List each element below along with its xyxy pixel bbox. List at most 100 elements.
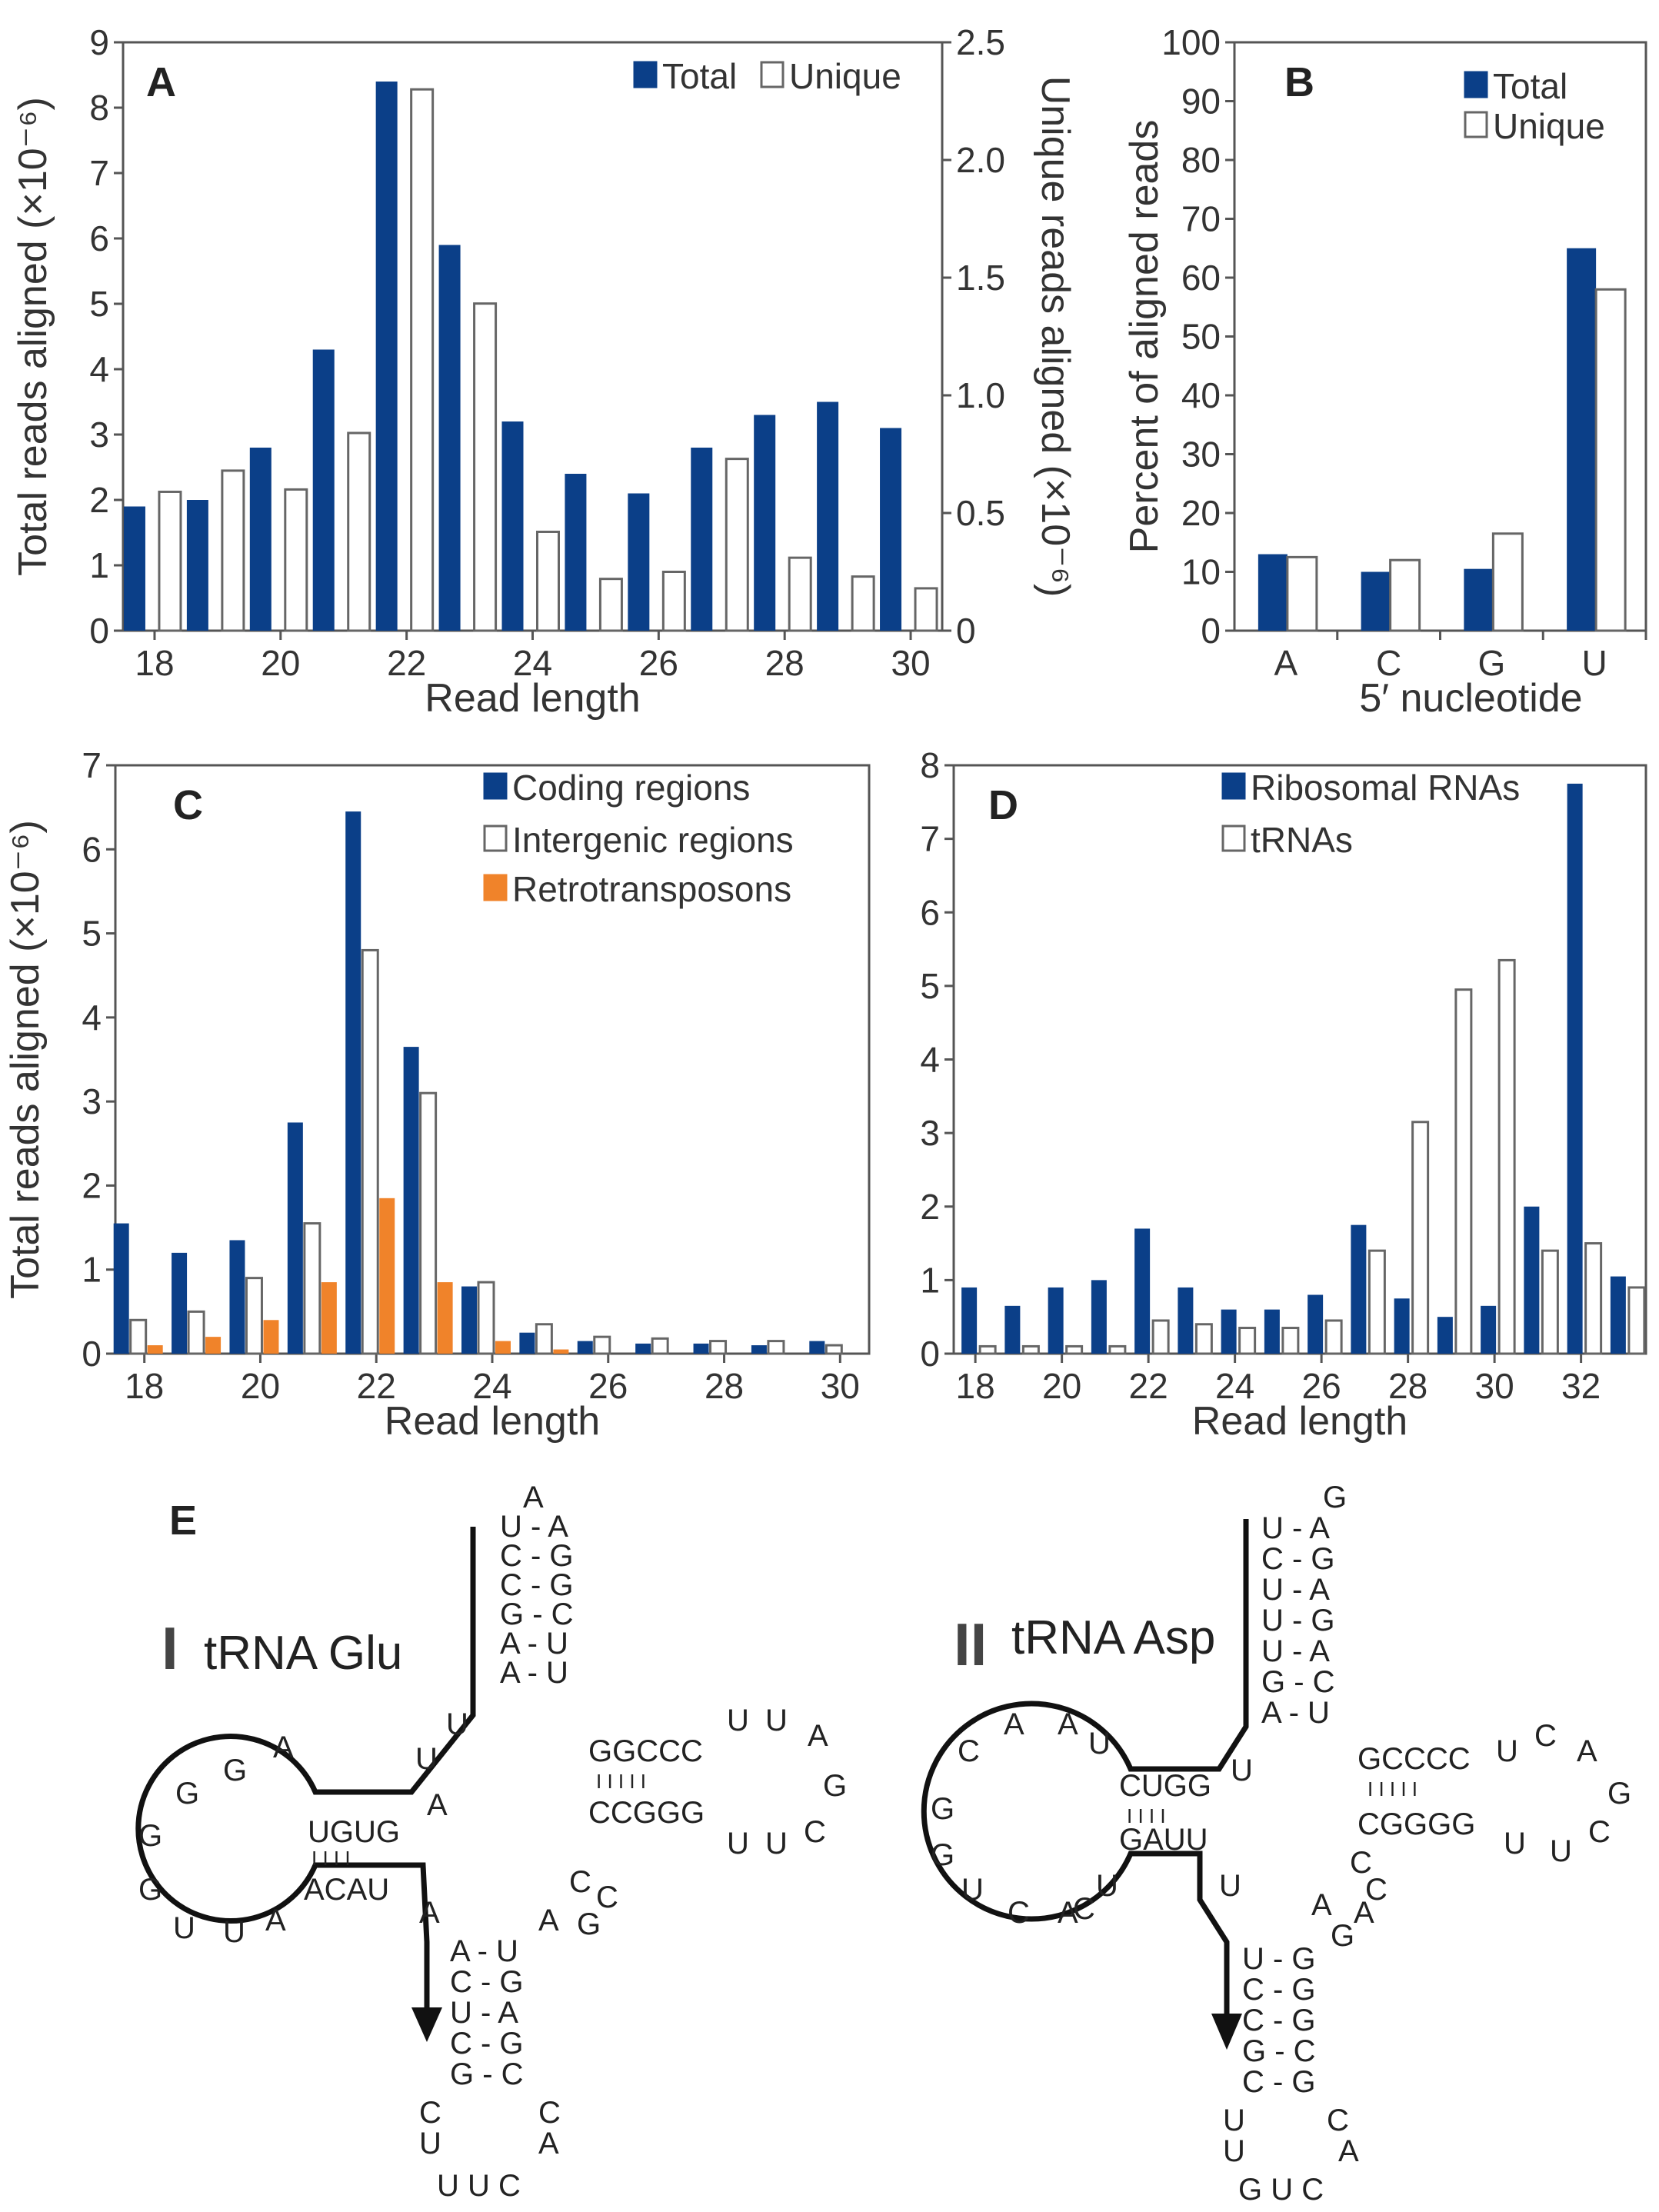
svg-text:U - A: U - A: [500, 1510, 568, 1544]
x-tick-label: 22: [1129, 1366, 1168, 1406]
bar-trnas: [1497, 958, 1516, 1355]
svg-text:A: A: [1004, 1707, 1024, 1741]
svg-text:U: U: [173, 1911, 195, 1945]
svg-text:U: U: [1219, 1869, 1241, 1903]
x-tick-label: 26: [639, 643, 678, 683]
svg-text:U: U: [446, 1707, 468, 1741]
svg-text:U: U: [415, 1742, 438, 1776]
bar-intergenic-regions: [129, 1318, 148, 1355]
bar-unique: [598, 578, 623, 632]
bar-trnas: [1368, 1249, 1386, 1355]
legend-label: Retrotransposons: [512, 869, 791, 909]
legend-swatch: [1464, 71, 1488, 98]
svg-text:C: C: [1588, 1815, 1611, 1849]
bar-retrotransposons: [437, 1282, 453, 1354]
bar-intergenic-regions: [477, 1281, 495, 1355]
bar-total: [565, 474, 587, 631]
trna-asp-pair-marks: I I I I: [1127, 1804, 1166, 1827]
y-tick-label: 20: [1181, 493, 1221, 533]
bar-unique: [473, 302, 498, 632]
legend-swatch: [1464, 111, 1488, 138]
y-tick-label: 90: [1181, 82, 1221, 122]
bar-trnas: [1108, 1344, 1127, 1355]
panel-letter: A: [146, 59, 176, 105]
y-right-tick-label: 1.0: [956, 375, 1005, 415]
svg-text:C: C: [1534, 1719, 1557, 1753]
svg-text:U: U: [1096, 1869, 1118, 1903]
y-tick-label: 5: [82, 914, 102, 954]
trna-asp-title: tRNA Asp: [1011, 1611, 1215, 1664]
legend-label: Total: [662, 56, 737, 96]
x-tick-label: 28: [1388, 1366, 1427, 1406]
svg-text:C: C: [958, 1734, 980, 1768]
bar-intergenic-regions: [303, 1222, 321, 1355]
bar-unique: [914, 587, 938, 632]
y-tick-label: 2: [82, 1165, 102, 1205]
bar-coding-regions: [635, 1343, 651, 1354]
svg-text:C: C: [596, 1881, 618, 1914]
bar-total: [375, 82, 398, 631]
y-tick-label: 0: [1201, 611, 1221, 651]
svg-text:U: U: [419, 2127, 441, 2160]
trna-asp-arm-marks: I I I I I: [1368, 1777, 1417, 1801]
bar-coding-regions: [809, 1341, 825, 1354]
bar-ribosomal-rnas: [1481, 1305, 1497, 1354]
svg-text:G: G: [931, 1792, 954, 1826]
svg-text:A - U: A - U: [500, 1656, 568, 1690]
bar-total: [817, 401, 839, 631]
bar-intergenic-regions: [187, 1310, 205, 1355]
bar-total: [186, 500, 208, 631]
trna-glu-title: tRNA Glu: [204, 1627, 402, 1680]
svg-text:A: A: [265, 1904, 286, 1937]
x-tick-label: 24: [513, 643, 552, 683]
x-tick-label: A: [1274, 643, 1298, 683]
legend-swatch: [483, 874, 508, 901]
y-tick-label: 0: [89, 611, 109, 651]
svg-text:A: A: [1577, 1734, 1597, 1768]
svg-text:G: G: [1331, 1919, 1354, 1953]
bar-coding-regions: [461, 1286, 477, 1354]
x-tick-label: 24: [472, 1366, 511, 1406]
bar-total: [1258, 554, 1288, 631]
bar-intergenic-regions: [361, 948, 379, 1355]
y-tick-label: 7: [82, 745, 102, 785]
y-tick-label: 70: [1181, 199, 1221, 239]
bar-total: [312, 349, 335, 631]
svg-text:C: C: [1350, 1846, 1372, 1880]
trna-asp-read-path: [921, 1519, 1249, 2015]
svg-text:G - C: G - C: [450, 2057, 524, 2091]
bar-intergenic-regions: [825, 1344, 843, 1355]
svg-text:U: U: [1088, 1727, 1111, 1761]
svg-text:U: U: [223, 1915, 245, 1949]
svg-text:G U C: G U C: [1238, 2173, 1324, 2207]
x-axis-label: Read length: [425, 676, 640, 721]
svg-text:C - G: C - G: [500, 1539, 574, 1573]
bar-ribosomal-rnas: [1524, 1206, 1540, 1354]
bar-coding-regions: [229, 1240, 245, 1354]
svg-text:A - U: A - U: [500, 1627, 568, 1661]
svg-text:U: U: [1496, 1734, 1518, 1768]
svg-text:A: A: [523, 1481, 544, 1514]
trna-asp-arm-bottom: CGGGG: [1358, 1807, 1475, 1841]
svg-text:A: A: [808, 1719, 828, 1753]
bar-retrotransposons: [553, 1349, 569, 1354]
x-tick-label: 30: [1475, 1366, 1514, 1406]
svg-text:C - G: C - G: [1242, 2065, 1316, 2099]
bar-total: [123, 506, 145, 631]
svg-text:A: A: [538, 1904, 559, 1937]
legend-label: Total: [1493, 66, 1567, 106]
bar-trnas: [1281, 1327, 1300, 1355]
bar-retrotransposons: [321, 1282, 337, 1354]
svg-text:U: U: [765, 1827, 788, 1861]
svg-text:C - G: C - G: [450, 2027, 524, 2060]
bar-total: [1464, 568, 1494, 631]
svg-text:A: A: [1338, 2134, 1359, 2168]
y-tick-label: 30: [1181, 435, 1221, 475]
legend-swatch: [1221, 825, 1246, 852]
trna-glu-bottom-loop: C U U U C A C: [419, 2096, 561, 2203]
bar-total: [1567, 248, 1597, 631]
svg-text:U - G: U - G: [1242, 1942, 1316, 1976]
trna-asp-structure: II tRNA Asp G U - A C - G U - A U - G U …: [921, 1481, 1631, 2207]
x-tick-label: 22: [387, 643, 426, 683]
